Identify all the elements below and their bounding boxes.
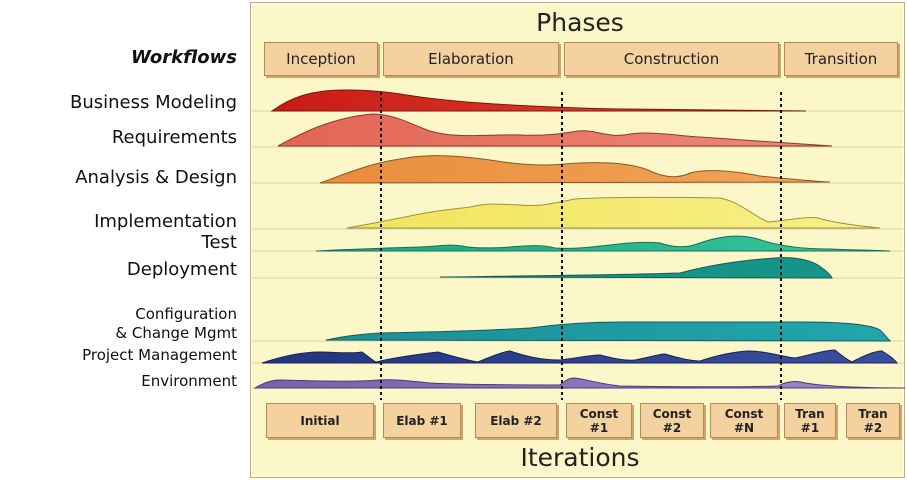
iterations-title: Iterations (520, 443, 640, 472)
iteration-elab-2: Elab #2 (475, 403, 557, 438)
workflow-analysis-design: Analysis & Design (75, 167, 237, 188)
workflow-deployment: Deployment (126, 259, 237, 280)
phase-transition: Transition (784, 42, 898, 76)
curve-analysis-design (319, 155, 831, 184)
diagram-panel (250, 2, 905, 478)
curve-project-management (261, 349, 898, 364)
iteration-elab-1: Elab #1 (383, 403, 461, 438)
workflow-environment: Environment (141, 372, 237, 390)
curve-business-modeling (270, 89, 807, 112)
phases-title: Phases (536, 8, 624, 37)
workflow-business-modeling: Business Modeling (70, 92, 237, 113)
iteration-tran-2: Tran #2 (846, 403, 900, 438)
workflows-title: Workflows (131, 47, 237, 68)
curve-deployment (439, 257, 833, 279)
curve-test (315, 235, 891, 252)
workflow-implementation: Implementation (94, 211, 237, 232)
curve-environment (253, 377, 906, 389)
iteration-const-2: Const #2 (640, 403, 704, 438)
workflow-project-management: Project Management (82, 346, 237, 364)
workflow-test: Test (201, 232, 237, 253)
phase-elaboration: Elaboration (383, 42, 559, 76)
curve-implementation (346, 196, 881, 229)
curve-config-change-mgmt (325, 321, 892, 342)
phase-construction: Construction (564, 42, 779, 76)
iteration-tran-1: Tran #1 (784, 403, 836, 438)
curve-requirements (277, 113, 833, 147)
phase-inception: Inception (264, 42, 378, 76)
iteration-const-n: Const #N (710, 403, 778, 438)
iteration-initial: Initial (266, 403, 374, 438)
workflow-requirements: Requirements (111, 127, 237, 148)
workflow-config-change-mgmt: Configuration & Change Mgmt (115, 305, 237, 342)
iteration-const-1: Const #1 (566, 403, 632, 438)
